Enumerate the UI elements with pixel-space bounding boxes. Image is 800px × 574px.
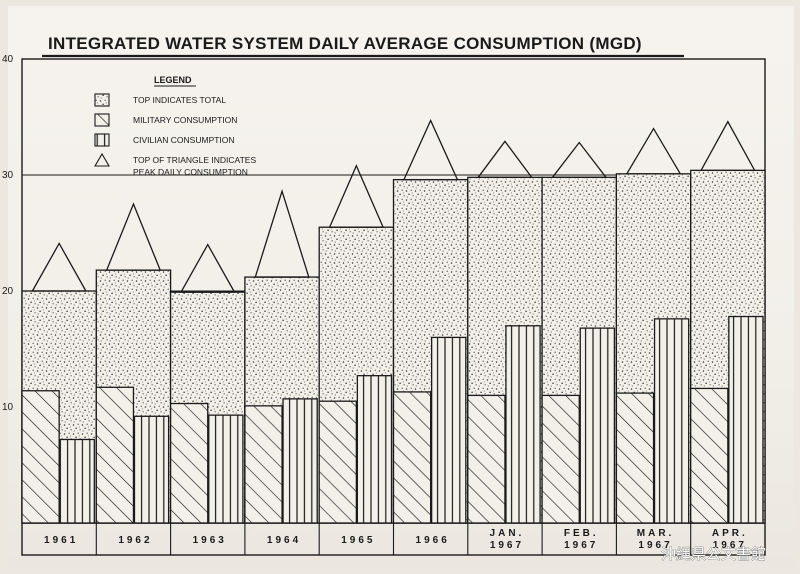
legend: LEGEND TOP INDICATES TOTAL MILITARY CONSUM… xyxy=(94,75,256,177)
peak-triangle xyxy=(328,164,385,228)
civilian-bar xyxy=(579,327,616,524)
chart-title: INTEGRATED WATER SYSTEM DAILY AVERAGE CO… xyxy=(48,34,642,53)
y-tick-label: 20 xyxy=(2,286,14,297)
peak-triangle xyxy=(105,202,162,271)
civilian-bar xyxy=(133,415,170,524)
y-tick-label: 30 xyxy=(2,170,14,181)
legend-total-swatch xyxy=(94,93,110,107)
military-bar xyxy=(169,402,209,524)
peak-triangle xyxy=(476,140,533,178)
legend-peak-swatch xyxy=(94,152,110,167)
category-label: 1967 xyxy=(713,540,747,551)
peak-triangle xyxy=(254,189,310,278)
civilian-bar xyxy=(430,336,467,524)
category-label: MAR. xyxy=(637,528,675,539)
category-label: 1964 xyxy=(267,535,301,546)
legend-title: LEGEND xyxy=(154,75,192,85)
military-bar xyxy=(318,400,358,524)
legend-civilian-label: CIVILIAN CONSUMPTION xyxy=(133,135,235,145)
category-label: FEB. xyxy=(564,528,599,539)
category-label: 1967 xyxy=(564,540,598,551)
category-label: APR. xyxy=(712,528,748,539)
bars xyxy=(21,118,766,524)
military-bar xyxy=(467,394,506,524)
military-bar xyxy=(615,392,655,524)
peak-triangle xyxy=(625,127,682,175)
category-label: 1962 xyxy=(118,535,152,546)
category-label: 1966 xyxy=(416,535,450,546)
civilian-bar xyxy=(356,375,393,524)
civilian-bar xyxy=(505,325,541,524)
legend-military-label: MILITARY CONSUMPTION xyxy=(133,115,237,125)
y-tick-label: 40 xyxy=(2,54,14,65)
legend-peak-label: PEAK DAILY CONSUMPTION xyxy=(133,167,248,177)
peak-triangle xyxy=(700,120,756,172)
legend-peak-label: TOP OF TRIANGLE INDICATES xyxy=(133,155,256,165)
civilian-bar xyxy=(59,438,95,524)
military-bar xyxy=(541,394,580,524)
peak-triangle xyxy=(31,242,88,292)
category-label: 1963 xyxy=(193,535,227,546)
peak-triangle xyxy=(179,243,236,293)
civilian-bar xyxy=(728,315,764,524)
y-tick-labels: 10 20 30 40 xyxy=(2,54,14,413)
archive-watermark: 沖縄県公文書館 xyxy=(661,545,766,563)
category-label: 1965 xyxy=(341,535,375,546)
category-label: JAN. xyxy=(490,528,525,539)
civilian-bar xyxy=(653,318,690,524)
category-labels: 1961 1962 1963 1964 1965 1966JAN.1967FEB.1967… xyxy=(44,523,748,555)
y-tick-label: 10 xyxy=(2,402,14,413)
military-bar xyxy=(690,387,729,524)
category-label: 1961 xyxy=(44,535,78,546)
peak-triangle xyxy=(402,118,459,181)
military-bar xyxy=(392,391,432,524)
legend-total-label: TOP INDICATES TOTAL xyxy=(133,95,226,105)
chart-title-group: INTEGRATED WATER SYSTEM DAILY AVERAGE CO… xyxy=(42,34,684,58)
category-label: 1967 xyxy=(490,540,524,551)
category-label: 1967 xyxy=(638,540,672,551)
civilian-bar xyxy=(208,414,244,524)
legend-military-swatch xyxy=(94,113,110,127)
peak-triangle xyxy=(551,141,608,178)
military-bar xyxy=(21,390,60,524)
military-bar xyxy=(95,386,135,524)
legend-civilian-swatch xyxy=(94,133,110,147)
civilian-bar xyxy=(282,398,318,524)
military-bar xyxy=(244,405,283,524)
